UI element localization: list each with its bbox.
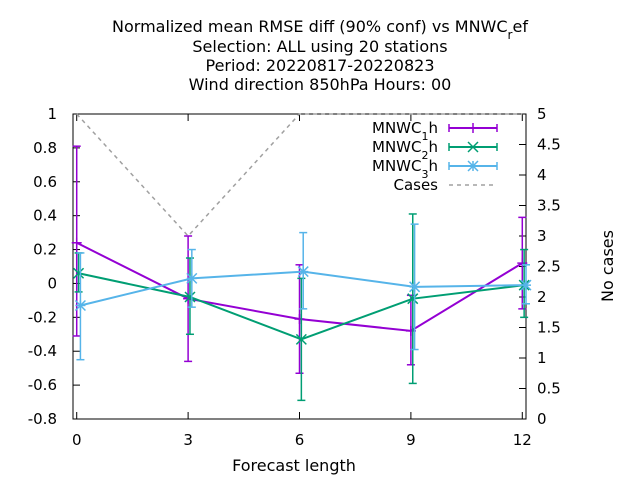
y2-tick-label: 0 [537, 410, 547, 428]
legend-suffix: h [428, 119, 438, 137]
y-tick-label: -0.2 [28, 308, 57, 326]
y2-tick-label: 5 [537, 105, 547, 123]
y-tick-label: 0 [47, 274, 57, 292]
legend-subscript: 1 [421, 130, 428, 143]
chart-title: Normalized mean RMSE diff (90% conf) vs … [112, 17, 528, 94]
marker-part [186, 272, 198, 284]
y2-tick-label: 1.5 [537, 319, 561, 337]
title-line-2: Selection: ALL using 20 stations [192, 37, 447, 56]
series-mnwc-3h [74, 223, 532, 361]
marker-part [467, 160, 479, 172]
y2-axis: 0 0.5 1 1.5 2 2.5 3 3.5 4 4.5 5 [519, 105, 561, 428]
y-tick-label: -0.4 [28, 342, 57, 360]
y2-tick-label: 2 [537, 288, 547, 306]
legend-label-cases: Cases [393, 176, 438, 194]
legend-suffix: h [428, 157, 438, 175]
legend-suffix: h [428, 138, 438, 156]
x-tick-label: 3 [183, 431, 193, 449]
title-subscript: r [508, 28, 513, 42]
title-line-4: Wind direction 850hPa Hours: 00 [189, 75, 452, 94]
legend-subscript: 3 [421, 168, 428, 181]
y2-tick-label: 2.5 [537, 258, 561, 276]
y-tick-label: -0.6 [28, 376, 57, 394]
data-series [71, 145, 532, 402]
marker-part [295, 333, 307, 345]
x-tick-label: 6 [295, 431, 305, 449]
y2-tick-label: 0.5 [537, 380, 561, 398]
x-tick-label: 12 [513, 431, 532, 449]
y-tick-label: 0.6 [33, 173, 57, 191]
y-tick-label: -0.8 [28, 410, 57, 428]
marker-part [184, 291, 196, 303]
title-line-3: Period: 20220817-20220823 [205, 56, 434, 75]
y2-tick-label: 4 [537, 166, 547, 184]
series-mnwc-2h [73, 213, 530, 402]
x-tick-label: 0 [72, 431, 82, 449]
marker-part [407, 293, 419, 305]
marker-part [74, 299, 86, 312]
y-tick-label: 0.4 [33, 207, 57, 225]
x-tick-label: 9 [406, 431, 416, 449]
y2-tick-label: 1 [537, 349, 547, 367]
y2-axis-label: No cases [598, 230, 617, 302]
marker-part [467, 141, 479, 153]
y2-tick-label: 3.5 [537, 197, 561, 215]
marker-part [73, 267, 85, 279]
cases-line [76, 113, 523, 238]
y2-tick-label: 4.5 [537, 136, 561, 154]
cases-series [76, 113, 523, 238]
marker-part [520, 279, 532, 291]
y-tick-label: 0.8 [33, 139, 57, 157]
marker-part [297, 266, 309, 278]
y-axis: -0.8 -0.6 -0.4 -0.2 0 0.2 0.4 0.6 0.8 1 [28, 105, 80, 428]
y-tick-label: 0.2 [33, 241, 57, 259]
y-tick-label: 1 [47, 105, 57, 123]
x-axis: 0 3 6 9 12 [72, 114, 532, 449]
y2-tick-label: 3 [537, 227, 547, 245]
x-axis-label: Forecast length [232, 456, 356, 475]
marker-part [409, 281, 421, 293]
title-tail: ef [512, 17, 528, 36]
legend-subscript: 2 [421, 149, 428, 162]
